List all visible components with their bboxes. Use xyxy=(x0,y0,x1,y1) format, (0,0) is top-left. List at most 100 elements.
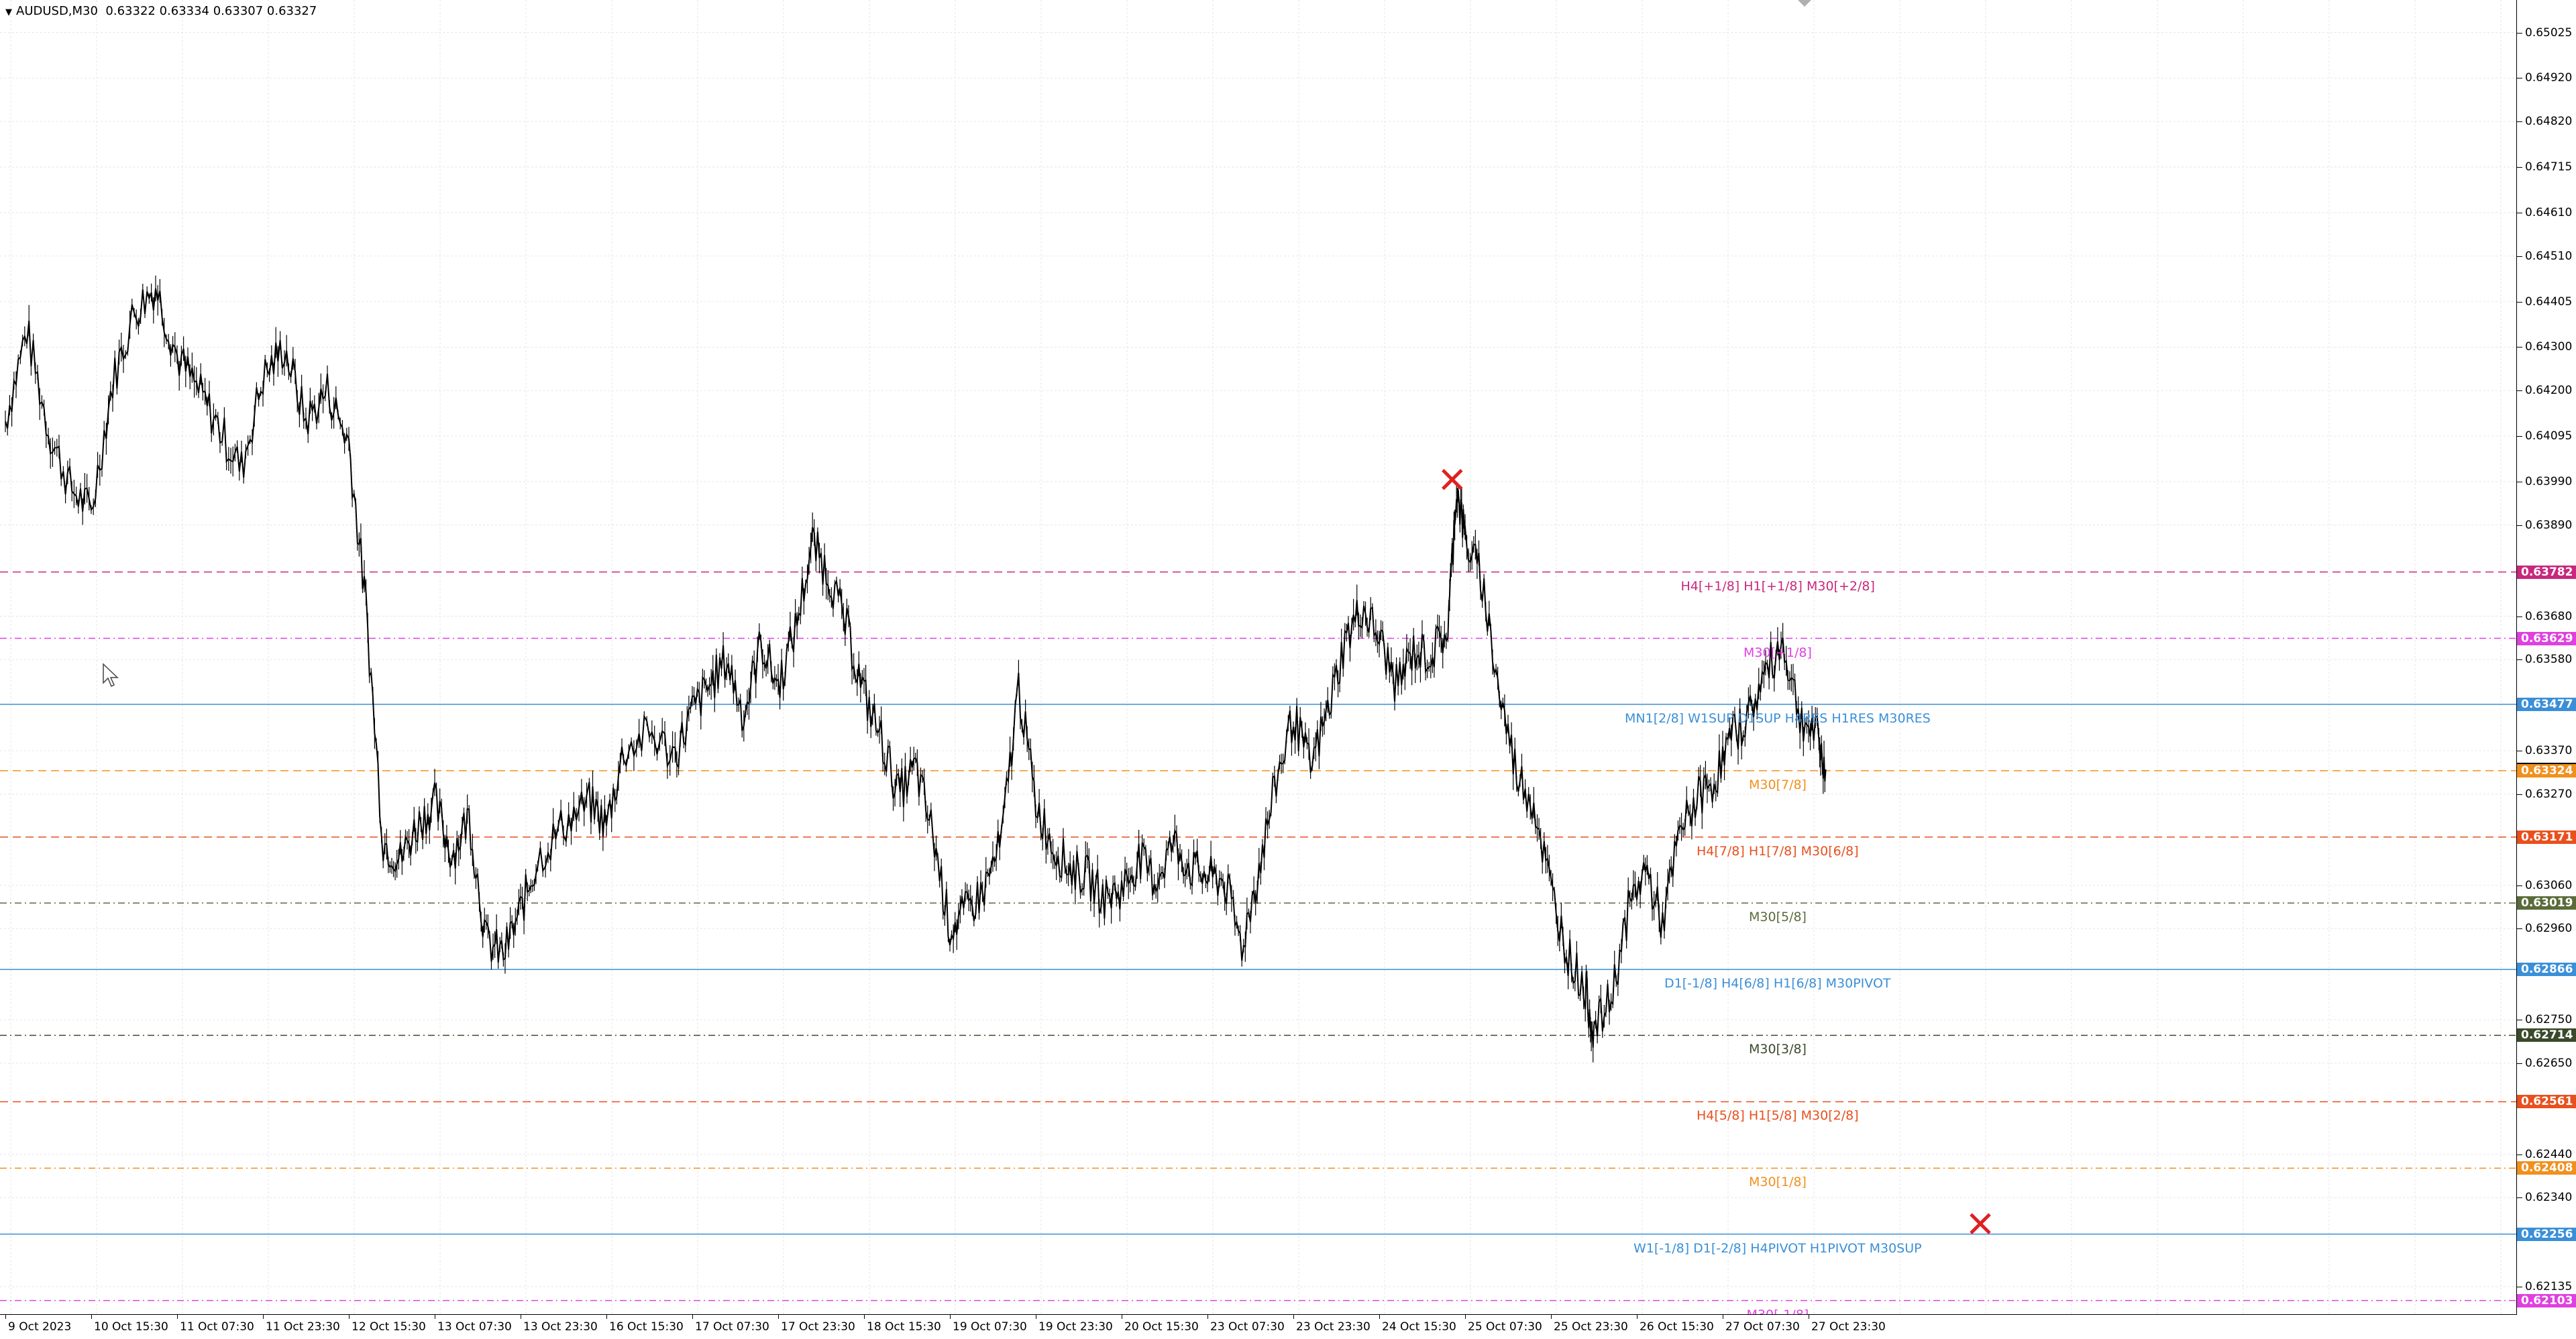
time-tick xyxy=(692,1315,693,1319)
price-tag: 0.62256 xyxy=(2517,1227,2576,1241)
time-axis-label: 26 Oct 15:30 xyxy=(1640,1320,1714,1334)
price-tick xyxy=(2517,167,2522,168)
symbol-header: ▼ AUDUSD,M30 0.63322 0.63334 0.63307 0.63… xyxy=(5,4,317,18)
time-tick xyxy=(1293,1315,1294,1319)
level-label: H4[7/8] H1[7/8] M30[6/8] xyxy=(1697,843,1859,859)
time-axis-label: 16 Oct 15:30 xyxy=(609,1320,684,1334)
price-tag: 0.63477 xyxy=(2517,697,2576,711)
price-axis-label: 0.63680 xyxy=(2525,609,2573,623)
time-tick xyxy=(606,1315,607,1319)
time-axis-label: 19 Oct 07:30 xyxy=(953,1320,1027,1334)
red-cross-marker-icon xyxy=(1442,469,1463,490)
price-axis-label: 0.63890 xyxy=(2525,518,2573,532)
price-axis-label: 0.64820 xyxy=(2525,115,2573,129)
time-axis-label: 11 Oct 23:30 xyxy=(266,1320,340,1334)
time-axis-label: 11 Oct 07:30 xyxy=(180,1320,254,1334)
price-axis-label: 0.63370 xyxy=(2525,744,2573,758)
time-axis-label: 20 Oct 15:30 xyxy=(1124,1320,1199,1334)
price-chart-canvas[interactable] xyxy=(0,0,2517,1315)
time-tick xyxy=(263,1315,264,1319)
time-tick xyxy=(1379,1315,1380,1319)
time-axis-label: 24 Oct 15:30 xyxy=(1382,1320,1456,1334)
price-axis[interactable]: 0.65025 0.64920 0.64820 0.64715 0.64610 0.645… xyxy=(2517,0,2576,1339)
price-tag: 0.62103 xyxy=(2517,1293,2576,1307)
time-tick xyxy=(1551,1315,1552,1319)
price-tag: 0.62408 xyxy=(2517,1161,2576,1175)
time-axis-label: 18 Oct 15:30 xyxy=(867,1320,941,1334)
price-tick xyxy=(2517,928,2522,930)
time-axis[interactable]: 9 Oct 2023 10 Oct 15:30 11 Oct 07:30 11 Oct… xyxy=(0,1315,2517,1339)
level-label: H4[+1/8] H1[+1/8] M30[+2/8] xyxy=(1680,578,1875,594)
level-label: M30[7/8] xyxy=(1749,777,1807,792)
price-tick xyxy=(2517,121,2522,123)
level-label: M30[3/8] xyxy=(1749,1042,1807,1057)
price-tag: 0.63019 xyxy=(2517,896,2576,910)
time-axis-label: 25 Oct 23:30 xyxy=(1554,1320,1628,1334)
time-tick xyxy=(778,1315,779,1319)
red-cross-marker-icon xyxy=(1970,1213,1991,1234)
price-axis-label: 0.62960 xyxy=(2525,922,2573,936)
price-axis-label: 0.62340 xyxy=(2525,1191,2573,1205)
price-axis-label: 0.62750 xyxy=(2525,1013,2573,1027)
price-axis-label: 0.63990 xyxy=(2525,475,2573,489)
price-tick xyxy=(2517,256,2522,257)
price-axis-label: 0.64095 xyxy=(2525,429,2573,443)
price-axis-label: 0.64510 xyxy=(2525,249,2573,263)
price-tick xyxy=(2517,659,2522,661)
time-axis-label: 12 Oct 15:30 xyxy=(352,1320,426,1334)
time-axis-label: 13 Oct 07:30 xyxy=(437,1320,512,1334)
level-label: W1[-1/8] D1[-2/8] H4PIVOT H1PIVOT M30SUP xyxy=(1633,1240,1922,1256)
time-tick xyxy=(950,1315,951,1319)
dropdown-triangle-icon[interactable]: ▼ xyxy=(5,7,12,17)
price-tick xyxy=(2517,1063,2522,1064)
mouse-cursor-icon xyxy=(102,663,122,692)
time-axis-label: 19 Oct 23:30 xyxy=(1038,1320,1113,1334)
price-tag: 0.62714 xyxy=(2517,1028,2576,1042)
time-tick xyxy=(5,1315,6,1319)
price-tag: 0.62866 xyxy=(2517,963,2576,977)
level-label: MN1[2/8] W1SUP D1SUP H4RES H1RES M30RES xyxy=(1625,710,1931,726)
time-axis-label: 23 Oct 23:30 xyxy=(1296,1320,1371,1334)
price-tick xyxy=(2517,794,2522,795)
symbol-name: AUDUSD,M30 xyxy=(16,4,98,18)
price-tick xyxy=(2517,525,2522,526)
price-tag: 0.63629 xyxy=(2517,631,2576,645)
price-tag: 0.63324 xyxy=(2517,763,2576,778)
price-axis-label: 0.63580 xyxy=(2525,653,2573,667)
time-tick xyxy=(177,1315,178,1319)
time-tick xyxy=(1465,1315,1466,1319)
price-line xyxy=(5,288,1827,1048)
price-axis-label: 0.64405 xyxy=(2525,294,2573,309)
level-label: D1[-1/8] H4[6/8] H1[6/8] M30PIVOT xyxy=(1664,976,1891,992)
time-axis-label: 13 Oct 23:30 xyxy=(523,1320,598,1334)
time-axis-label: 23 Oct 07:30 xyxy=(1210,1320,1285,1334)
time-axis-label: 27 Oct 23:30 xyxy=(1811,1320,1886,1334)
level-label: M30[1/8] xyxy=(1749,1175,1807,1190)
price-axis-label: 0.64200 xyxy=(2525,384,2573,398)
price-tag: 0.63171 xyxy=(2517,830,2576,844)
price-tick xyxy=(2517,301,2522,303)
price-tag: 0.62561 xyxy=(2517,1095,2576,1109)
price-tick xyxy=(2517,390,2522,392)
time-tick xyxy=(91,1315,92,1319)
price-axis-label: 0.64920 xyxy=(2525,71,2573,85)
price-axis-label: 0.62650 xyxy=(2525,1056,2573,1070)
time-axis-label: 25 Oct 07:30 xyxy=(1468,1320,1542,1334)
time-axis-label: 17 Oct 23:30 xyxy=(781,1320,855,1334)
price-tick xyxy=(2517,436,2522,437)
price-axis-label: 0.64715 xyxy=(2525,160,2573,174)
price-axis-label: 0.64300 xyxy=(2525,340,2573,354)
time-tick xyxy=(864,1315,865,1319)
scroll-shift-indicator-icon xyxy=(1798,0,1811,7)
price-tag: 0.63782 xyxy=(2517,565,2576,579)
level-label: M30[+1/8] xyxy=(1743,645,1812,660)
time-tick xyxy=(1637,1315,1638,1319)
time-tick xyxy=(349,1315,350,1319)
time-axis-label: 27 Oct 07:30 xyxy=(1725,1320,1800,1334)
chart-area[interactable]: ▼ AUDUSD,M30 0.63322 0.63334 0.63307 0.63… xyxy=(0,0,2517,1315)
time-axis-label: 10 Oct 15:30 xyxy=(94,1320,168,1334)
level-label: H4[5/8] H1[5/8] M30[2/8] xyxy=(1697,1108,1859,1124)
time-axis-label: 9 Oct 2023 xyxy=(8,1320,72,1334)
ohlc-values: 0.63322 0.63334 0.63307 0.63327 xyxy=(105,4,317,18)
time-axis-label: 17 Oct 07:30 xyxy=(695,1320,769,1334)
